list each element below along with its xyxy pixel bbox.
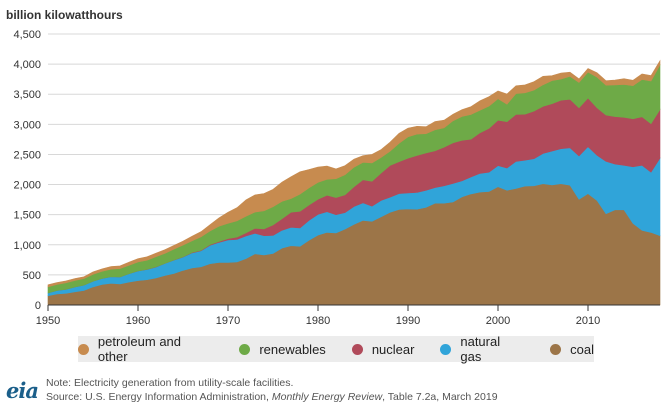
y-tick-label: 2,500 (13, 149, 41, 161)
legend-swatch-natural-gas (440, 343, 452, 355)
x-tick-label: 1970 (216, 315, 240, 327)
legend-label-natural-gas: natural gas (460, 334, 501, 364)
legend-item-petroleum[interactable]: petroleum and other (78, 334, 213, 364)
legend-label-nuclear: nuclear (371, 341, 415, 357)
y-tick-label: 2,000 (13, 180, 41, 192)
legend-item-natural-gas[interactable]: natural gas (440, 334, 524, 364)
eia-logo[interactable]: eia (6, 378, 39, 403)
x-tick-label: 1960 (126, 315, 150, 327)
stacked-areas (47, 59, 661, 306)
footer-notes: Note: Electricity generation from utilit… (46, 376, 498, 404)
legend-item-renewables[interactable]: renewables (239, 342, 326, 357)
source-suffix: , Table 7.2a, March 2019 (382, 391, 498, 403)
y-tick-label: 3,500 (13, 89, 41, 101)
y-tick-label: 0 (35, 300, 41, 312)
source-title: Monthly Energy Review (271, 391, 383, 403)
y-tick-label: 500 (23, 270, 41, 282)
x-tick-label: 1990 (396, 315, 420, 327)
area-petroleum-and-other[interactable] (47, 59, 661, 288)
y-tick-label: 3,000 (13, 119, 41, 131)
legend: petroleum and other renewables nuclear n… (78, 334, 594, 364)
legend-label-petroleum: petroleum and other (97, 334, 182, 364)
y-axis-label: billion kilowatthours (6, 8, 123, 22)
x-tick-label: 1980 (306, 315, 330, 327)
y-tick-label: 4,000 (13, 59, 41, 71)
y-tick-label: 1,000 (13, 240, 41, 252)
x-tick-label: 2000 (486, 315, 510, 327)
legend-label-renewables: renewables (259, 341, 326, 357)
legend-swatch-renewables (239, 343, 251, 355)
legend-swatch-petroleum (78, 343, 89, 355)
x-tick-label: 1950 (36, 315, 60, 327)
source-prefix: Source: U.S. Energy Information Administ… (46, 391, 272, 403)
chart-svg: billion kilowatthours 0 500 1,000 1,500 2,00… (6, 8, 661, 327)
axes: 0 500 1,000 1,500 2,000 2,500 3,000 3,500 4,000 4… (13, 29, 660, 327)
legend-item-nuclear[interactable]: nuclear (351, 341, 415, 357)
legend-label-coal: coal (570, 341, 594, 357)
legend-swatch-coal (550, 343, 562, 355)
footer-source: Source: U.S. Energy Information Administ… (46, 390, 498, 404)
legend-swatch-nuclear (351, 343, 363, 355)
footer-note: Note: Electricity generation from utilit… (46, 377, 294, 389)
y-tick-label: 1,500 (13, 210, 41, 222)
y-tick-label: 4,500 (13, 29, 41, 41)
x-tick-label: 2010 (576, 315, 600, 327)
legend-item-coal[interactable]: coal (550, 342, 594, 357)
